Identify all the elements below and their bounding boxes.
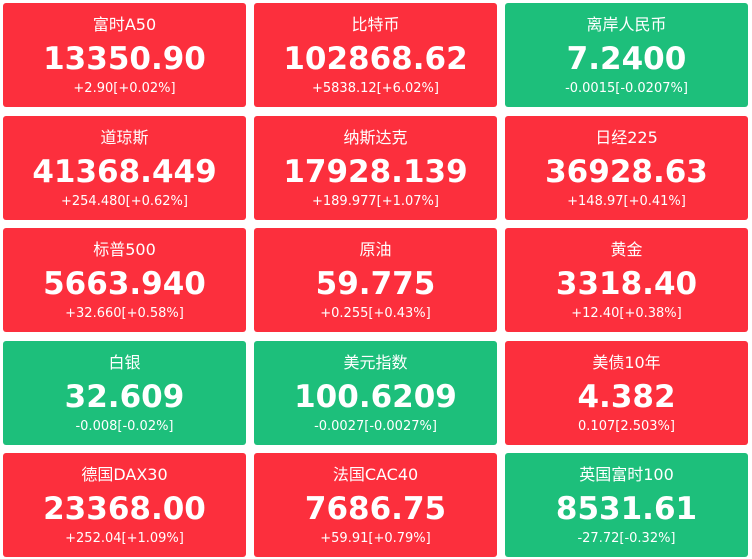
- quote-change: +189.977[+1.07%]: [312, 194, 439, 209]
- quote-price: 100.6209: [294, 379, 457, 415]
- quote-change: +0.255[+0.43%]: [320, 306, 431, 321]
- quote-tile[interactable]: 白银 32.609 -0.008[-0.02%]: [3, 341, 246, 445]
- quote-tile[interactable]: 美债10年 4.382 0.107[2.503%]: [505, 341, 748, 445]
- quote-name: 黄金: [610, 240, 643, 259]
- quote-change: +148.97[+0.41%]: [567, 194, 686, 209]
- quote-price: 7.2400: [566, 41, 687, 77]
- quote-change: +32.660[+0.58%]: [65, 306, 184, 321]
- quote-change: -0.008[-0.02%]: [75, 419, 174, 434]
- quote-name: 白银: [108, 353, 141, 372]
- quote-change: -0.0027[-0.0027%]: [314, 419, 437, 434]
- quote-tile[interactable]: 日经225 36928.63 +148.97[+0.41%]: [505, 116, 748, 220]
- quote-name: 原油: [359, 240, 392, 259]
- quote-tile[interactable]: 原油 59.775 +0.255[+0.43%]: [254, 228, 497, 332]
- quote-name: 德国DAX30: [81, 465, 168, 484]
- quote-price: 13350.90: [43, 41, 206, 77]
- quote-name: 比特币: [351, 15, 400, 34]
- quote-name: 美债10年: [592, 353, 661, 372]
- quote-name: 纳斯达克: [343, 128, 408, 147]
- quote-change: -0.0015[-0.0207%]: [565, 81, 688, 96]
- quote-tile[interactable]: 富时A50 13350.90 +2.90[+0.02%]: [3, 3, 246, 107]
- quote-price: 102868.62: [283, 41, 468, 77]
- quote-tile[interactable]: 英国富时100 8531.61 -27.72[-0.32%]: [505, 453, 748, 557]
- quote-change: +2.90[+0.02%]: [73, 81, 176, 96]
- quote-price: 41368.449: [32, 154, 217, 190]
- quote-name: 法国CAC40: [332, 465, 419, 484]
- quote-price: 3318.40: [555, 266, 698, 302]
- quote-change: +252.04[+1.09%]: [65, 531, 184, 546]
- quote-name: 离岸人民币: [586, 15, 667, 34]
- quote-change: +59.91[+0.79%]: [320, 531, 431, 546]
- quote-price: 7686.75: [304, 491, 447, 527]
- quote-tile[interactable]: 道琼斯 41368.449 +254.480[+0.62%]: [3, 116, 246, 220]
- quote-tile[interactable]: 离岸人民币 7.2400 -0.0015[-0.0207%]: [505, 3, 748, 107]
- quote-tile[interactable]: 比特币 102868.62 +5838.12[+6.02%]: [254, 3, 497, 107]
- quote-tile[interactable]: 美元指数 100.6209 -0.0027[-0.0027%]: [254, 341, 497, 445]
- quote-name: 标普500: [93, 240, 156, 259]
- quote-price: 32.609: [64, 379, 185, 415]
- quote-tile[interactable]: 德国DAX30 23368.00 +252.04[+1.09%]: [3, 453, 246, 557]
- quote-name: 日经225: [595, 128, 658, 147]
- quote-name: 富时A50: [92, 15, 157, 34]
- quote-price: 17928.139: [283, 154, 468, 190]
- quote-tile[interactable]: 纳斯达克 17928.139 +189.977[+1.07%]: [254, 116, 497, 220]
- quote-name: 美元指数: [343, 353, 408, 372]
- quote-tile[interactable]: 黄金 3318.40 +12.40[+0.38%]: [505, 228, 748, 332]
- quote-name: 英国富时100: [579, 465, 674, 484]
- quote-price: 23368.00: [43, 491, 206, 527]
- quote-price: 36928.63: [545, 154, 708, 190]
- quote-tile[interactable]: 标普500 5663.940 +32.660[+0.58%]: [3, 228, 246, 332]
- quote-price: 4.382: [577, 379, 676, 415]
- quote-change: -27.72[-0.32%]: [577, 531, 676, 546]
- quote-name: 道琼斯: [100, 128, 149, 147]
- quote-change: +12.40[+0.38%]: [571, 306, 682, 321]
- quote-price: 8531.61: [555, 491, 698, 527]
- quote-change: 0.107[2.503%]: [578, 419, 675, 434]
- quote-price: 59.775: [315, 266, 436, 302]
- quote-change: +254.480[+0.62%]: [61, 194, 188, 209]
- quote-price: 5663.940: [43, 266, 206, 302]
- quote-change: +5838.12[+6.02%]: [312, 81, 439, 96]
- quote-tile[interactable]: 法国CAC40 7686.75 +59.91[+0.79%]: [254, 453, 497, 557]
